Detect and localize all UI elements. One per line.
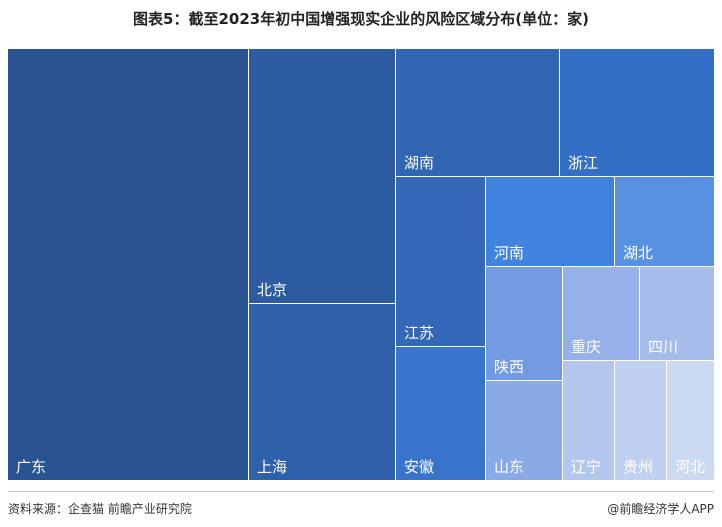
treemap-tile: 浙江 [560,49,714,176]
treemap-label: 浙江 [568,154,598,172]
treemap-label: 江苏 [404,324,434,342]
treemap-label: 重庆 [571,338,601,356]
treemap-label: 湖北 [623,244,653,262]
treemap-label: 陕西 [494,358,524,376]
treemap-rect [486,177,614,266]
treemap-rect [396,49,559,176]
treemap-rect [615,177,714,266]
footer-divider [8,491,714,492]
treemap-tile: 辽宁 [563,361,614,480]
treemap-tile: 陕西 [486,267,562,380]
treemap-rect [396,347,485,480]
treemap-rect [560,49,714,176]
treemap-rect [486,381,562,480]
treemap-label: 湖南 [404,154,434,172]
treemap-rect [563,361,614,480]
treemap-label: 山东 [494,458,524,476]
treemap-rect [249,304,395,480]
treemap-tile: 山东 [486,381,562,480]
treemap-tile: 江苏 [396,177,485,346]
treemap-rect [396,177,485,346]
treemap-rect [249,49,395,303]
treemap-label: 河南 [494,244,524,262]
treemap-tile: 广东 [8,49,248,480]
treemap-tile: 重庆 [563,267,639,360]
treemap-label: 贵州 [623,458,653,476]
treemap-tile: 湖北 [615,177,714,266]
treemap-tile: 湖南 [396,49,559,176]
treemap-label: 辽宁 [571,458,601,476]
treemap-label: 河北 [675,458,705,476]
treemap-tile: 贵州 [615,361,666,480]
treemap-rect [486,267,562,380]
treemap-tile: 四川 [640,267,714,360]
treemap-rect [640,267,714,360]
treemap-label: 上海 [257,458,287,476]
treemap-label: 安徽 [404,458,434,476]
treemap-label: 北京 [257,281,287,299]
credit-note: @前瞻经济学人APP [607,502,714,516]
treemap-tile: 安徽 [396,347,485,480]
chart-title: 图表5：截至2023年初中国增强现实企业的风险区域分布(单位：家) [133,10,589,28]
treemap-rect [615,361,666,480]
treemap-label: 广东 [16,458,46,476]
treemap-tile: 河北 [667,361,714,480]
treemap-label: 四川 [648,338,678,356]
treemap-rect [667,361,714,480]
treemap-tile: 上海 [249,304,395,480]
treemap-rect [8,49,248,480]
treemap-tile: 河南 [486,177,614,266]
treemap-tile: 北京 [249,49,395,303]
treemap-rect [563,267,639,360]
source-note: 资料来源：企查猫 前瞻产业研究院 [8,502,192,516]
